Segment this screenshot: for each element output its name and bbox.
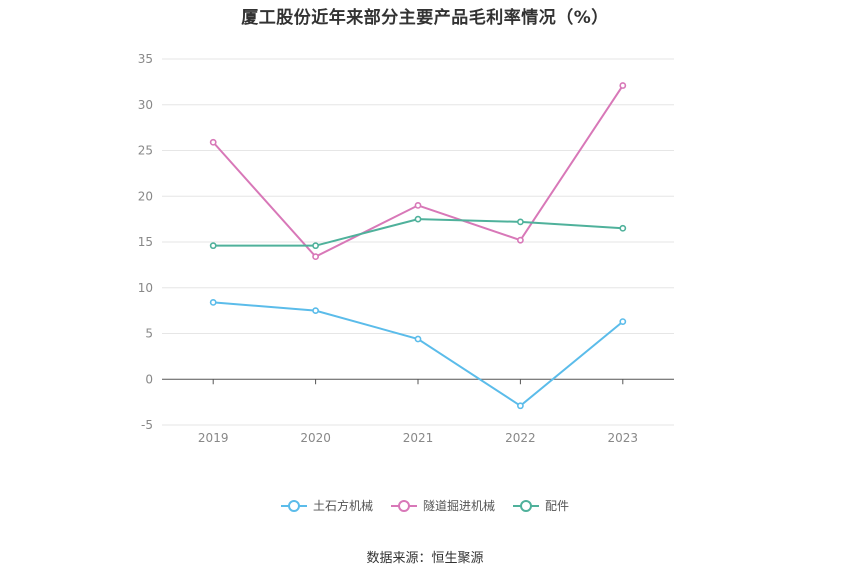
legend-item-2[interactable]: 配件 bbox=[513, 497, 569, 514]
y-tick-label: 25 bbox=[138, 144, 153, 158]
y-tick-label: 35 bbox=[138, 52, 153, 66]
series-group bbox=[209, 82, 627, 410]
x-axis: 2019 2020 2021 2022 2023 bbox=[198, 379, 638, 445]
series-line-0 bbox=[213, 301, 624, 408]
data-point bbox=[517, 402, 524, 410]
x-tick-label: 2023 bbox=[608, 431, 639, 445]
series-line-1 bbox=[212, 84, 624, 258]
chart-title: 厦工股份近年来部分主要产品毛利率情况（%） bbox=[241, 8, 609, 28]
y-axis: -5 0 5 10 15 20 25 30 35 bbox=[138, 52, 153, 432]
y-tick-label: 10 bbox=[138, 281, 153, 295]
data-point bbox=[414, 215, 422, 223]
data-point bbox=[619, 82, 627, 89]
data-point bbox=[312, 242, 319, 250]
data-point bbox=[414, 201, 422, 209]
data-point bbox=[209, 242, 217, 250]
legend-label: 隧道掘进机械 bbox=[422, 499, 495, 513]
y-tick-label: -5 bbox=[141, 418, 153, 432]
data-point bbox=[209, 298, 217, 306]
y-tick-label: 5 bbox=[145, 327, 153, 341]
y-tick-label: 30 bbox=[138, 98, 153, 112]
data-source-note: 数据来源：恒生聚源 bbox=[366, 551, 484, 566]
legend: 土石方机械 隧道掘进机械 配件 bbox=[0, 497, 850, 514]
data-point bbox=[414, 335, 422, 343]
legend-marker-icon bbox=[513, 499, 539, 512]
y-tick-label: 0 bbox=[145, 372, 153, 386]
legend-item-1[interactable]: 隧道掘进机械 bbox=[390, 497, 495, 514]
x-tick-label: 2020 bbox=[300, 431, 331, 445]
data-point bbox=[619, 224, 627, 232]
legend-marker-icon bbox=[280, 499, 307, 512]
y-tick-label: 15 bbox=[138, 235, 153, 249]
data-point bbox=[209, 138, 217, 146]
data-point bbox=[312, 307, 319, 315]
y-tick-label: 20 bbox=[138, 189, 153, 203]
data-point bbox=[312, 253, 319, 261]
legend-item-0[interactable]: 土石方机械 bbox=[280, 497, 373, 514]
legend-label: 土石方机械 bbox=[312, 499, 373, 513]
x-tick-label: 2021 bbox=[403, 431, 434, 445]
data-point bbox=[517, 218, 524, 226]
legend-marker-icon bbox=[390, 499, 417, 512]
legend-label: 配件 bbox=[545, 499, 570, 513]
x-tick-label: 2019 bbox=[198, 431, 229, 445]
x-tick-label: 2022 bbox=[505, 431, 536, 445]
data-point bbox=[517, 236, 524, 244]
data-point bbox=[619, 318, 627, 326]
grid-lines bbox=[162, 58, 674, 426]
